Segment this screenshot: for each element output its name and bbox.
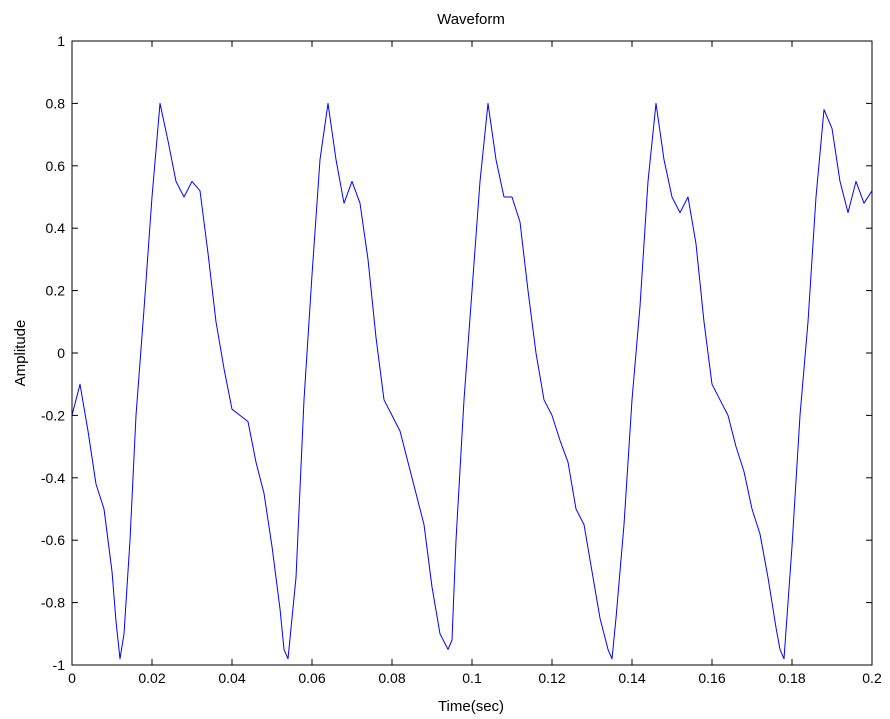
y-tick-label: -1 xyxy=(53,657,66,673)
x-tick-label: 0.16 xyxy=(698,670,725,686)
x-tick-label: 0.04 xyxy=(218,670,245,686)
x-axis-label: Time(sec) xyxy=(438,698,504,715)
x-tick-label: 0.1 xyxy=(462,670,482,686)
y-tick-label: 0.4 xyxy=(46,220,66,236)
y-tick-label: -0.2 xyxy=(41,407,65,423)
x-tick-label: 0.2 xyxy=(862,670,882,686)
y-axis-label: Amplitude xyxy=(12,320,29,387)
y-tick-label: 0.8 xyxy=(46,95,66,111)
y-tick-label: 0.2 xyxy=(46,283,66,299)
y-tick-label: -0.4 xyxy=(41,470,65,486)
x-tick-label: 0 xyxy=(68,670,76,686)
series-line-0 xyxy=(72,102,872,660)
tick-layer: 0 0.02 0.04 0.06 0.08 0.1 0.12 0.14 0.16 0.18 0.2 -… xyxy=(41,33,882,686)
x-tick-label: 0.02 xyxy=(138,670,165,686)
plot-area: 0 0.02 0.04 0.06 0.08 0.1 0.12 0.14 0.16 0.18 0.2 -… xyxy=(41,33,882,686)
y-tick-label: 0 xyxy=(57,345,65,361)
y-tick-label: -0.8 xyxy=(41,595,65,611)
x-tick-label: 0.08 xyxy=(378,670,405,686)
y-tick-label: 0.6 xyxy=(46,158,66,174)
y-tick-label: -0.6 xyxy=(41,532,65,548)
series-layer xyxy=(72,102,872,660)
x-tick-label: 0.06 xyxy=(298,670,325,686)
chart-title: Waveform xyxy=(437,11,505,28)
y-tick-label: 1 xyxy=(57,33,65,49)
x-tick-label: 0.18 xyxy=(778,670,805,686)
x-tick-label: 0.14 xyxy=(618,670,645,686)
x-tick-label: 0.12 xyxy=(538,670,565,686)
